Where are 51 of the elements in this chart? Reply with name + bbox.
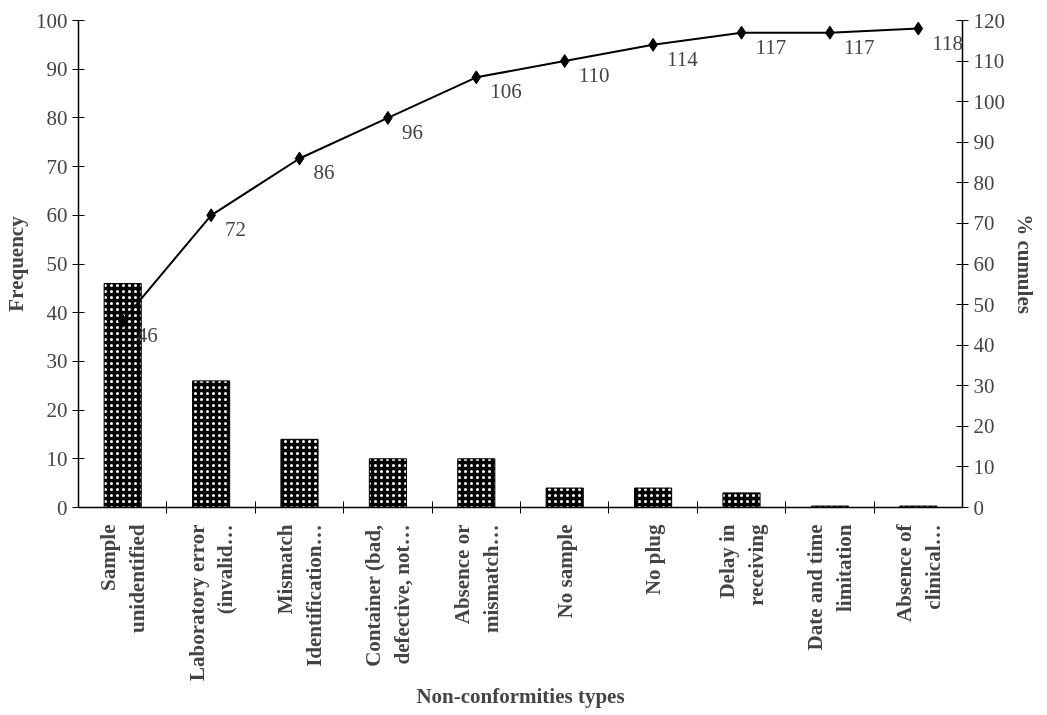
y-tick-label: 90: [46, 57, 68, 82]
y-tick-label: 10: [46, 446, 68, 471]
y2-axis-title: % cumules: [1013, 214, 1037, 314]
x-tick-label: Absence of clinical…: [891, 523, 945, 622]
y-tick-label: 20: [46, 398, 68, 423]
y2-tick-label: 120: [973, 8, 1005, 33]
x-tick-label: Delay in receiving: [715, 524, 768, 606]
point: [736, 25, 747, 40]
y2-tick-label: 80: [973, 170, 995, 195]
data-label: 114: [667, 46, 699, 71]
y-tick-label: 50: [46, 252, 68, 276]
data-label: 72: [225, 217, 247, 242]
data-label: 86: [313, 160, 335, 185]
x-tick-label: No sample: [552, 524, 577, 619]
y2-tick-label: 50: [973, 292, 995, 317]
y-tick-label: 60: [46, 203, 68, 228]
y2-tick-label: 90: [973, 130, 995, 155]
point: [559, 54, 570, 69]
y2-tick-label: 20: [973, 414, 995, 439]
data-label: 117: [755, 34, 787, 59]
x-tick-label: Sample unidentified: [96, 524, 150, 634]
data-label: 117: [843, 34, 875, 59]
data-label: 118: [932, 30, 964, 55]
y2-tick-label: 110: [973, 49, 1005, 74]
data-label: 96: [401, 119, 423, 144]
y-tick-label: 40: [46, 300, 68, 325]
y-tick-label: 70: [46, 154, 68, 179]
x-axis-title: Non-conformities types: [416, 683, 625, 708]
y2-tick-label: 0: [973, 495, 984, 520]
y2-tick-label: 30: [973, 373, 995, 398]
y2-tick-label: 70: [973, 211, 995, 236]
x-tick-label: Mismatch Identification…: [273, 524, 326, 667]
y-tick-label: 0: [57, 495, 68, 520]
data-label: 110: [578, 63, 610, 88]
point: [913, 21, 924, 36]
y2-tick-label: 60: [973, 252, 995, 276]
y-tick-label: 30: [46, 349, 68, 374]
y2-tick-label: 10: [973, 454, 995, 479]
point: [294, 151, 305, 166]
y-tick-label: 80: [46, 105, 68, 130]
data-label: 106: [490, 79, 522, 104]
x-tick-label: Date and time limitation: [803, 524, 857, 651]
y2-tick-label: 40: [973, 333, 995, 358]
x-tick-label: Absence or mismatch…: [449, 524, 503, 633]
y2-tick-label: 100: [973, 89, 1005, 114]
y-axis-title: Frequency: [4, 215, 28, 312]
x-tick-label: No plug: [641, 524, 666, 596]
point: [471, 70, 482, 85]
y-tick-label: 100: [36, 8, 68, 33]
x-tick-label: Container (bad, defective, not…: [361, 524, 415, 667]
x-tick-label: Laboratory error (invalid…: [184, 524, 238, 681]
